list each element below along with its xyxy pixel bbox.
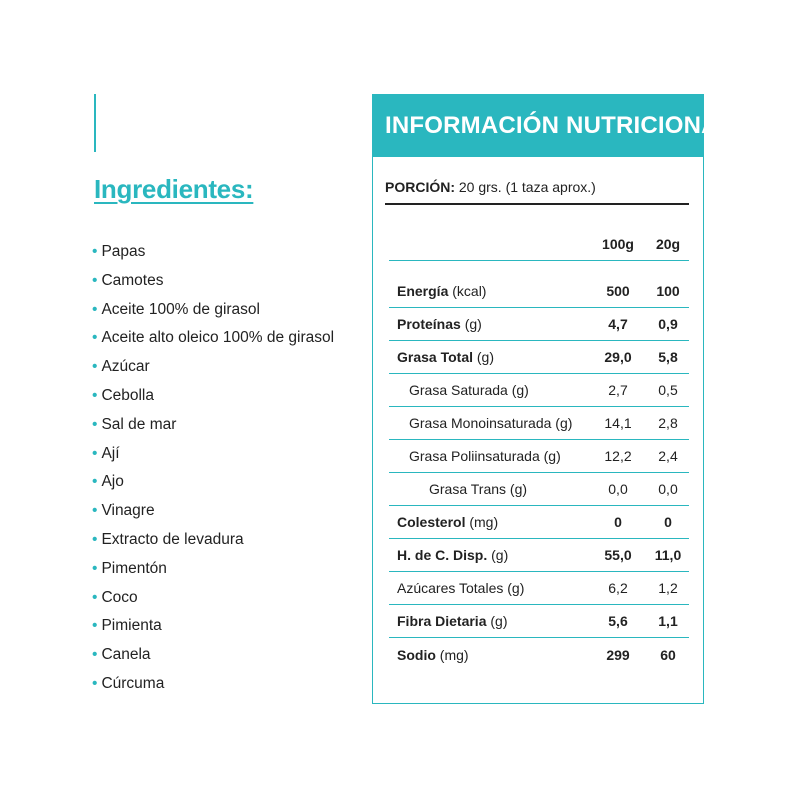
value-20g: 0: [664, 514, 672, 530]
table-header-row: 100g 20g: [389, 227, 689, 261]
value-100g: 299: [606, 646, 630, 663]
bullet-icon: •: [92, 530, 98, 548]
bullet-icon: •: [92, 473, 98, 491]
value-100g: 4,7: [608, 316, 628, 332]
bullet-icon: •: [92, 300, 98, 318]
nutrient-label: Proteínas (g): [397, 316, 482, 332]
table-row: Grasa Monoinsaturada (g) 14,1 2,8: [389, 407, 689, 440]
table-row: Grasa Poliinsaturada (g) 12,2 2,4: [389, 440, 689, 473]
ingredient-item: • Camotes: [92, 271, 164, 289]
table-row: Grasa Total (g) 29,0 5,8: [389, 341, 689, 374]
table-row: Azúcares Totales (g) 6,2 1,2: [389, 572, 689, 605]
nutrient-label: Grasa Poliinsaturada (g): [409, 448, 561, 464]
decorative-divider-line: [94, 94, 96, 152]
ingredients-list: • Papas • Camotes • Aceite 100% de girasol …: [92, 238, 334, 699]
ingredient-item: • Ajo: [92, 473, 124, 491]
nutrient-label: Grasa Total (g): [397, 349, 495, 365]
value-20g: 100: [656, 283, 680, 299]
column-header-20g: 20g: [655, 235, 681, 252]
value-100g: 0: [614, 514, 622, 530]
value-20g: 0,9: [658, 316, 678, 332]
ingredient-item: • Pimienta: [92, 617, 162, 635]
ingredient-item: • Extracto de levadura: [92, 530, 244, 548]
value-20g: 1,2: [658, 580, 678, 596]
nutrient-label: Energía (kcal): [397, 283, 487, 299]
bullet-icon: •: [92, 617, 98, 635]
portion-label: PORCIÓN:: [385, 179, 455, 195]
value-100g: 29,0: [604, 349, 632, 365]
value-20g: 5,8: [658, 349, 678, 365]
ingredient-item: • Papas: [92, 243, 146, 260]
bullet-icon: •: [92, 271, 98, 289]
value-20g: 0,0: [658, 481, 678, 497]
bullet-icon: •: [92, 646, 98, 664]
nutrition-table: 100g 20g Energía (kcal) 500 100 Proteína…: [389, 227, 689, 671]
table-row: Energía (kcal) 500 100: [389, 275, 689, 308]
bullet-icon: •: [92, 502, 98, 520]
nutrient-label: H. de C. Disp. (g): [397, 547, 509, 563]
value-100g: 6,2: [608, 580, 628, 596]
ingredient-item: • Cebolla: [92, 386, 154, 404]
value-100g: 0,0: [608, 481, 628, 497]
bullet-icon: •: [92, 674, 98, 692]
ingredient-item: • Ají: [92, 444, 120, 462]
value-100g: 55,0: [604, 547, 632, 563]
ingredient-item: • Azúcar: [92, 358, 150, 376]
value-20g: 2,4: [658, 448, 678, 464]
table-row: Grasa Trans (g) 0,0 0,0: [389, 473, 689, 506]
nutrient-label: Azúcares Totales (g): [397, 580, 525, 596]
value-20g: 1,1: [658, 613, 678, 629]
table-row: Sodio (mg) 299 60: [389, 638, 689, 671]
value-100g: 500: [606, 283, 630, 299]
nutrient-label: Fibra Dietaria (g): [397, 613, 508, 629]
nutrient-label: Grasa Monoinsaturada (g): [409, 415, 573, 431]
nutrient-label: Grasa Saturada (g): [409, 382, 529, 398]
value-100g: 2,7: [608, 382, 628, 398]
ingredient-item: • Cúrcuma: [92, 674, 165, 692]
table-row: Proteínas (g) 4,7 0,9: [389, 308, 689, 341]
value-100g: 5,6: [608, 613, 628, 629]
bullet-icon: •: [92, 444, 98, 462]
bullet-icon: •: [92, 358, 98, 376]
table-row: H. de C. Disp. (g) 55,0 11,0: [389, 539, 689, 572]
ingredient-item: • Pimentón: [92, 559, 167, 577]
value-100g: 14,1: [604, 415, 632, 431]
portion-value: 20 grs. (1 taza aprox.): [458, 179, 596, 195]
portion-line: PORCIÓN: 20 grs. (1 taza aprox.): [385, 179, 689, 205]
value-100g: 12,2: [604, 448, 632, 464]
ingredient-item: • Vinagre: [92, 502, 155, 520]
value-20g: 60: [660, 646, 676, 663]
column-header-100g: 100g: [602, 235, 634, 252]
bullet-icon: •: [92, 243, 98, 260]
nutrition-header: INFORMACIÓN NUTRICIONAL: [373, 95, 733, 157]
ingredient-item: • Canela: [92, 646, 151, 664]
table-row: Grasa Saturada (g) 2,7 0,5: [389, 374, 689, 407]
table-row: Fibra Dietaria (g) 5,6 1,1: [389, 605, 689, 638]
value-20g: 2,8: [658, 415, 678, 431]
value-20g: 11,0: [654, 547, 682, 563]
nutrition-panel: INFORMACIÓN NUTRICIONAL PORCIÓN: 20 grs.…: [372, 94, 733, 704]
table-row: Colesterol (mg) 0 0: [389, 506, 689, 539]
ingredients-title: Ingredientes:: [94, 174, 254, 204]
nutrient-label: Sodio (mg): [397, 646, 469, 663]
bullet-icon: •: [92, 415, 98, 433]
bullet-icon: •: [92, 588, 98, 606]
nutrient-label: Grasa Trans (g): [429, 481, 528, 497]
bullet-icon: •: [92, 329, 98, 347]
bullet-icon: •: [92, 386, 98, 404]
ingredient-item: • Aceite 100% de girasol: [92, 300, 260, 318]
value-20g: 0,5: [658, 382, 678, 398]
nutrition-title: INFORMACIÓN NUTRICIONAL: [385, 112, 734, 139]
bullet-icon: •: [92, 559, 98, 577]
ingredient-item: • Coco: [92, 588, 138, 606]
nutrient-label: Colesterol (mg): [397, 514, 499, 530]
ingredient-item: • Aceite alto oleico 100% de girasol: [92, 329, 335, 347]
ingredient-item: • Sal de mar: [92, 415, 177, 433]
